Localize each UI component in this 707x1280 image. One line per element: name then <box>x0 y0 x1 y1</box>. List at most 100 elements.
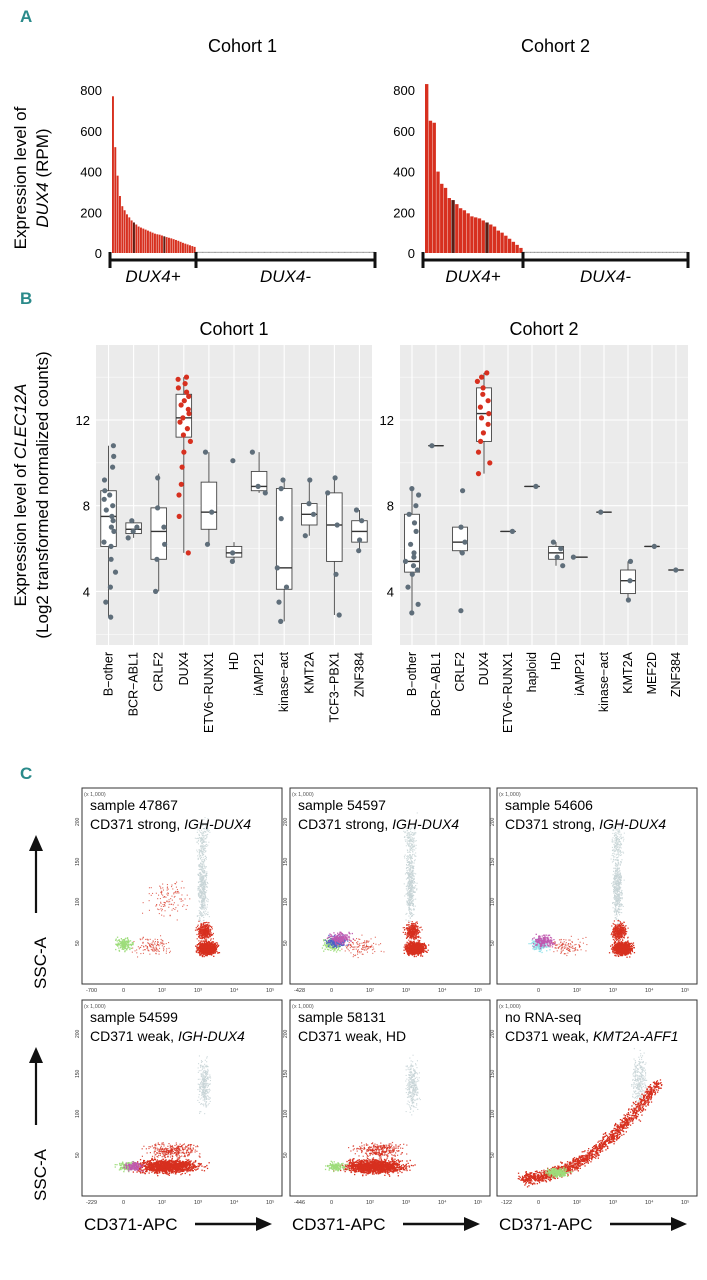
a-bar-neg <box>351 251 353 253</box>
a-bar-neg <box>213 251 215 253</box>
a-bar-neg <box>320 251 322 253</box>
b-cohort-1: Cohort 1 4 8 12 B−other BCR−ABL1 CRLF2 DUX4 ETV6… <box>76 319 372 733</box>
b-xtick-label: KMT2A <box>621 651 635 693</box>
a-bar <box>470 216 474 253</box>
b-cohort-2: Cohort 2 4 8 12 B−other BCR−ABL1 CRLF2 DUX4 ETV6… <box>380 319 688 733</box>
a-bar-neg <box>281 251 283 253</box>
c-plot-frame <box>496 999 698 1197</box>
a-bar-neg <box>355 251 357 253</box>
b-point <box>485 398 491 404</box>
a-bar-neg <box>683 251 686 253</box>
a-bar-neg <box>235 251 237 253</box>
a-bar-neg <box>327 251 329 253</box>
a-bar-neg <box>534 251 536 253</box>
a-bar-neg <box>244 251 246 253</box>
c-xtick-label: 10³ <box>402 988 410 994</box>
c-plot-6: (x 1,000) -122 0 10² 10³ 10⁴ 10⁵ 50 100 150 200 no … <box>490 999 698 1234</box>
b-point <box>474 378 480 384</box>
a-bar-neg <box>223 251 225 253</box>
c-ytick-label: 150 <box>75 857 81 866</box>
b-ylabel-line2: (Log2 transformed normalized counts) <box>33 351 52 638</box>
a-bar-neg <box>572 251 574 253</box>
b-point <box>406 511 412 517</box>
a-bar-neg <box>667 251 669 253</box>
b-point <box>411 554 417 560</box>
a-bar <box>121 206 124 253</box>
a-bar <box>515 244 519 253</box>
c-sample-label: sample 47867 <box>90 797 178 813</box>
a-bar <box>191 246 194 253</box>
a-bar-neg <box>198 251 200 253</box>
c-cd371-label: CD371 strong, IGH-DUX4 <box>505 816 666 832</box>
b-point <box>509 528 515 535</box>
c-ytick-label: 150 <box>283 1069 289 1078</box>
a-bar <box>492 226 497 253</box>
c-ymult-label: (x 1,000) <box>292 1004 314 1010</box>
b-point <box>598 509 604 515</box>
a-cohort-2: Cohort 2 0 200 400 600 800 DUX4+ DUX4- <box>393 36 690 286</box>
b-point <box>458 524 464 530</box>
b-point <box>310 511 317 517</box>
c-ytick-label: 50 <box>75 1152 81 1158</box>
b-point <box>413 503 419 509</box>
a-bar-neg <box>359 251 361 253</box>
c-cd371-label: CD371 strong, IGH-DUX4 <box>90 816 251 832</box>
c-ytick-label: 50 <box>283 940 289 946</box>
c-ytick-label: 50 <box>283 1152 289 1158</box>
c-ymult-label: (x 1,000) <box>499 792 521 798</box>
c-ylabel-arrowhead <box>29 1047 43 1063</box>
c-ylabel: SSC-A <box>31 1148 50 1201</box>
a-bar-neg <box>361 251 363 253</box>
c-xtick-label: 10² <box>366 1200 374 1206</box>
b-point <box>177 419 183 425</box>
a-bar-neg <box>341 251 343 253</box>
a-bar-neg <box>227 251 229 253</box>
a-bar-neg <box>626 251 628 253</box>
b-point <box>162 541 168 547</box>
c-xtick-label: 10² <box>158 988 166 994</box>
b-point <box>475 471 482 477</box>
c-xtick-label: 10⁵ <box>266 987 274 994</box>
c-sample-label: sample 58131 <box>298 1009 386 1025</box>
b-point <box>255 483 261 489</box>
a-bar <box>507 238 512 253</box>
a-bar-neg <box>609 251 611 253</box>
b-point <box>408 541 414 547</box>
b-point <box>485 421 491 427</box>
c-xtick-label: 10⁴ <box>438 1199 447 1206</box>
a-bar-neg <box>532 251 534 253</box>
a-bar-neg <box>316 251 318 253</box>
b-xtick-label: DUX4 <box>477 652 491 685</box>
a-bar-neg <box>615 251 617 253</box>
a-bar-neg <box>582 251 584 253</box>
a-bar-neg <box>531 251 533 253</box>
c-xtick-label: 0 <box>122 1200 125 1206</box>
b-point <box>302 533 308 539</box>
c-sample-label: sample 54599 <box>90 1009 178 1025</box>
a-bar-neg <box>275 251 277 253</box>
a-bar <box>458 208 463 253</box>
a-bar <box>142 228 145 253</box>
a-bar-neg <box>358 251 360 253</box>
a-bar-neg <box>349 251 351 253</box>
b-point <box>333 571 339 577</box>
a-bar <box>193 246 196 253</box>
b-point <box>410 563 417 569</box>
c-cd371-label: CD371 strong, IGH-DUX4 <box>298 816 459 832</box>
a-bar-neg <box>201 251 203 253</box>
b-point <box>186 411 192 417</box>
b-point <box>155 475 161 481</box>
a-bar-neg <box>591 251 593 253</box>
a-bar <box>154 233 156 253</box>
b-point <box>101 539 107 545</box>
a-bar-neg <box>268 251 270 253</box>
a-bar-neg <box>656 251 658 253</box>
a-ytick-label: 600 <box>80 124 102 139</box>
c-xtick-label: 10² <box>366 988 374 994</box>
a-bar-neg <box>567 251 569 253</box>
a-bar-neg <box>631 251 633 253</box>
a-bar-neg <box>674 251 676 253</box>
a-bar-neg <box>215 251 217 253</box>
c-xtick-label: 0 <box>537 988 540 994</box>
a-bar <box>500 232 504 253</box>
